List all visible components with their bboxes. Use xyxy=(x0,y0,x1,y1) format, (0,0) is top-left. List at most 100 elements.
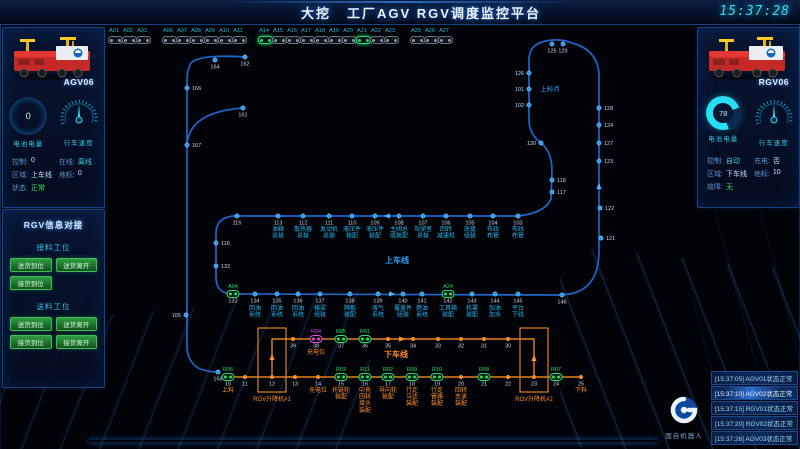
node-label-128: 128 xyxy=(604,106,613,112)
station-label: 回油 xyxy=(271,304,283,312)
node-label-165: 165 xyxy=(172,313,181,319)
map-node-117 xyxy=(549,189,555,195)
stat-故障: 故障: 无 xyxy=(707,184,733,191)
map-node-146 xyxy=(559,292,565,298)
toggle-pill-icon xyxy=(258,36,273,44)
map-node-109 xyxy=(372,213,378,219)
rgv-button-接货到位[interactable]: 接货到位 xyxy=(10,276,52,290)
map-node-139 xyxy=(375,291,381,297)
station-toggle-A01[interactable]: A01 xyxy=(108,28,123,44)
toggle-pill-icon xyxy=(204,36,219,44)
agv-battery-gauge: 0 xyxy=(9,97,48,135)
station-toggle-A19[interactable]: A19 xyxy=(328,28,343,44)
map-node-107 xyxy=(420,213,426,219)
map-node-116 xyxy=(213,240,219,246)
clock: 15:37:28 xyxy=(719,4,790,19)
node-label-10: 10 xyxy=(225,382,231,388)
map-toggle-R08[interactable] xyxy=(477,373,491,381)
map-node-124 xyxy=(596,122,602,128)
station-label: 油箱 xyxy=(272,225,284,233)
station-toggle-A07[interactable]: A07 xyxy=(176,28,191,44)
station-label: 横梁 xyxy=(314,304,326,312)
station-label: 装配 xyxy=(442,311,454,319)
station-label: 主阀总 xyxy=(390,225,408,233)
station-label: A23 xyxy=(385,28,395,34)
stat-在线: 在线: 离线 xyxy=(58,159,92,166)
agv-battery-value: 0 xyxy=(25,111,31,121)
map-toggle-R03[interactable] xyxy=(334,373,348,381)
map-toggle-A24[interactable] xyxy=(441,290,455,298)
node-label-167: 167 xyxy=(192,143,201,149)
station-toggle-A08[interactable]: A08 xyxy=(190,28,205,44)
station-toggle-A11[interactable]: A11 xyxy=(232,28,247,44)
station-label: 装配 xyxy=(369,232,381,240)
map-node-125 xyxy=(549,41,555,47)
map-node-136 xyxy=(295,291,301,297)
station-toggle-A26[interactable]: A26 xyxy=(424,28,439,44)
station-toggle-A21[interactable]: A21 xyxy=(356,28,371,44)
receive-station-title: 接料工位 xyxy=(36,243,71,252)
map-node-127 xyxy=(596,140,602,146)
map-node-35 xyxy=(386,337,390,341)
rgv-vehicle-image xyxy=(708,37,787,80)
station-toggle-A09[interactable]: A09 xyxy=(204,28,219,44)
station-label: A22 xyxy=(371,28,381,34)
node-label-122: 122 xyxy=(605,206,614,212)
station-toggle-A18[interactable]: A18 xyxy=(314,28,329,44)
map-toggle-R05[interactable] xyxy=(334,335,348,343)
station-toggle-A06[interactable]: A06 xyxy=(162,28,177,44)
station-label: 组装 xyxy=(464,232,476,240)
rgv-button-接货离开[interactable]: 接货离开 xyxy=(55,335,97,349)
agv-battery-label: 电池电量 xyxy=(13,141,44,148)
station-toggle-A22[interactable]: A22 xyxy=(370,28,385,44)
station-label: A08 xyxy=(191,28,201,34)
rgv-button-送货到位[interactable]: 送货到位 xyxy=(10,317,52,331)
map-node-110 xyxy=(349,213,355,219)
node-label-166: 166 xyxy=(192,86,201,92)
rgv-button-送货离开[interactable]: 送货离开 xyxy=(55,258,97,272)
rgv-button-接货到位[interactable]: 接货到位 xyxy=(10,335,52,349)
map-toggle-R01[interactable] xyxy=(358,335,372,343)
map-node-25 xyxy=(579,375,583,379)
track-branch-161 xyxy=(186,107,244,147)
station-label: 平台 xyxy=(512,304,524,312)
station-toggle-A25[interactable]: A25 xyxy=(410,28,425,44)
map-toggle-R06[interactable] xyxy=(221,373,235,381)
map-node-34 xyxy=(411,337,415,341)
station-toggle-A15[interactable]: A15 xyxy=(272,28,287,44)
node-label-39: 39 xyxy=(290,344,296,350)
toggle-label-A04: A04 xyxy=(228,284,238,290)
station-toggle-A17[interactable]: A17 xyxy=(300,28,315,44)
map-toggle-A04[interactable] xyxy=(226,290,240,298)
map-toggle-R09[interactable] xyxy=(405,373,419,381)
map-toggle-R07[interactable] xyxy=(549,373,563,381)
station-label: 布线 xyxy=(512,225,524,233)
station-label: 底盘 xyxy=(464,225,476,233)
toggle-pill-icon xyxy=(176,36,191,44)
toggle-pill-icon xyxy=(300,36,315,44)
agv-status-panel: AGV06 0 电池电量 行车速度 控制: 0 在线: 离线 区域: 上车线 地标: 0 状态:… xyxy=(2,27,105,208)
map-toggle-R02[interactable] xyxy=(381,373,395,381)
toggle-pill-icon xyxy=(424,36,439,44)
rgv-button-送货到位[interactable]: 送货到位 xyxy=(10,258,52,272)
map-toggle-R10[interactable] xyxy=(430,373,444,381)
station-toggle-A14[interactable]: A14 xyxy=(258,28,273,44)
station-toggle-A27[interactable]: A27 xyxy=(438,28,453,44)
station-toggle-A03[interactable]: A03 xyxy=(136,28,151,44)
station-label: 系统 xyxy=(292,311,304,319)
direction-arrow xyxy=(269,353,275,360)
station-toggle-A10[interactable]: A10 xyxy=(218,28,233,44)
agv-name: AGV06 xyxy=(63,77,94,87)
station-toggle-A23[interactable]: A23 xyxy=(384,28,399,44)
station-toggle-A16[interactable]: A16 xyxy=(286,28,301,44)
station-toggle-A02[interactable]: A02 xyxy=(122,28,137,44)
toggle-pill-icon xyxy=(438,36,453,44)
station-label: 组装 xyxy=(314,311,326,319)
map-toggle-R11[interactable] xyxy=(358,373,372,381)
map-toggle-R04[interactable] xyxy=(309,335,323,343)
rgv-button-送货离开[interactable]: 送货离开 xyxy=(55,317,97,331)
map-node-104 xyxy=(490,213,496,219)
node-label-21: 21 xyxy=(481,382,487,388)
node-label-162: 162 xyxy=(240,62,249,68)
station-toggle-A20[interactable]: A20 xyxy=(342,28,357,44)
